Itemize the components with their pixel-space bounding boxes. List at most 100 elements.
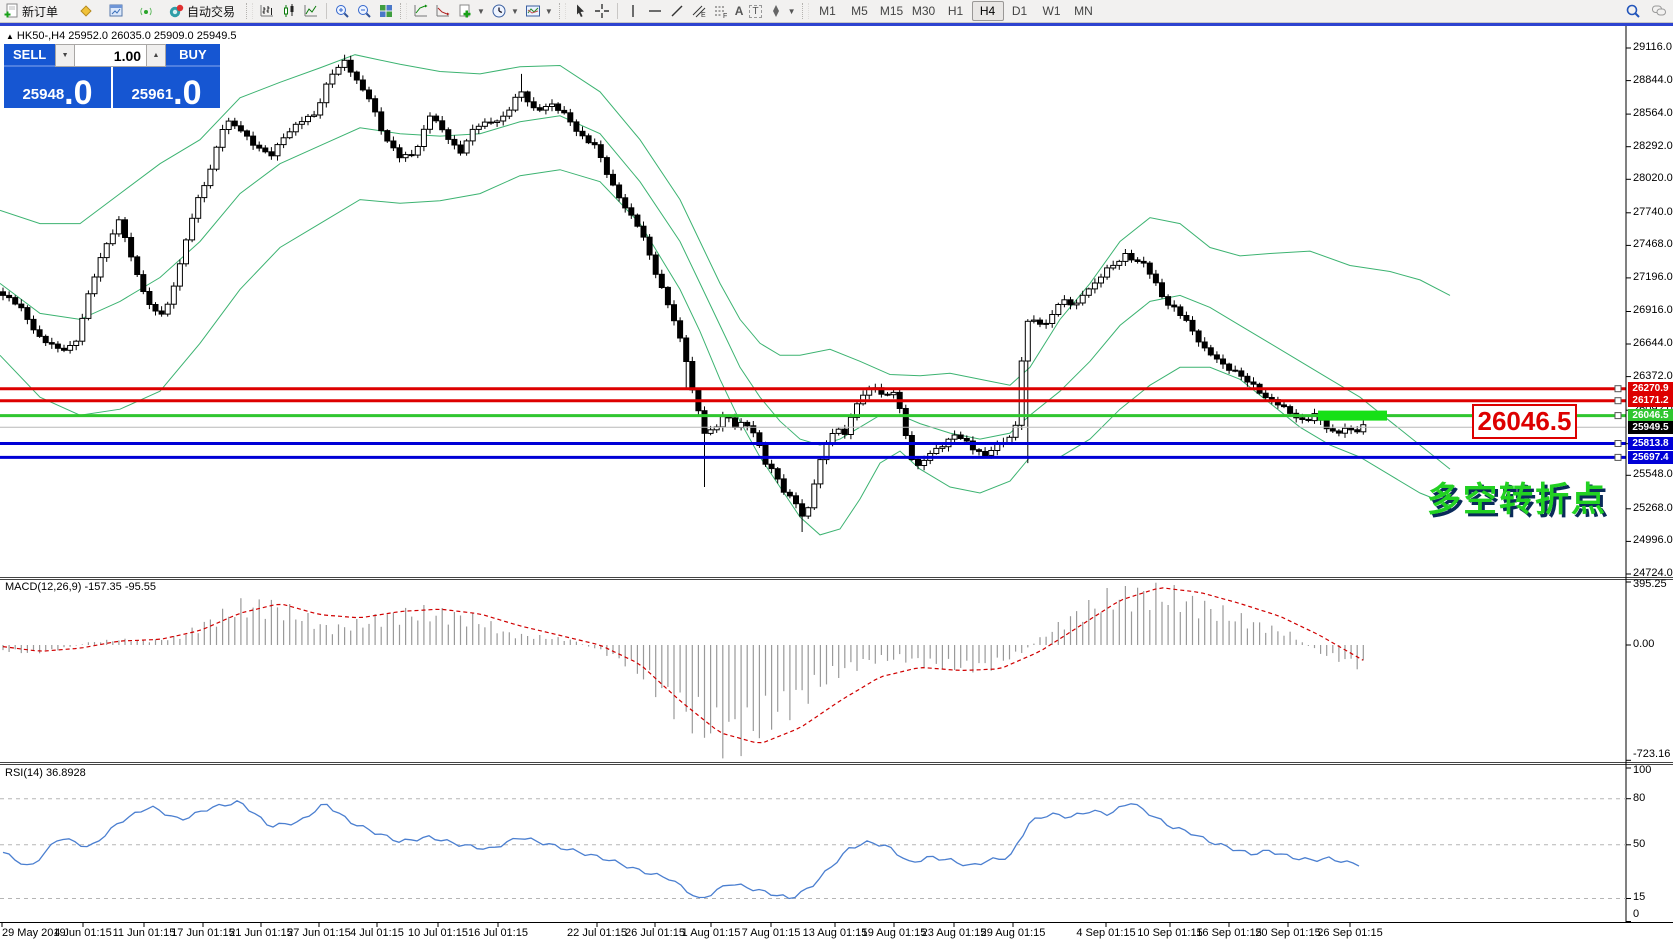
candle-body [61, 347, 67, 351]
time-axis-label: 10 Sep 01:15 [1137, 927, 1203, 939]
collapse-triangle-icon[interactable]: ▲ [6, 32, 14, 41]
candle-body [1360, 424, 1367, 433]
vertical-line-tool-button[interactable] [622, 1, 644, 21]
candle-body [1342, 427, 1348, 434]
add-indicator-button[interactable]: ▼ [454, 1, 488, 21]
one-click-trade-panel: SELL ▼ 1.00 ▲ BUY 25948.0 25961.0 [4, 44, 221, 112]
cursor-tool-button[interactable] [569, 1, 591, 21]
candle-body [433, 115, 440, 122]
candle-body [915, 459, 921, 466]
candle-body [1122, 253, 1129, 262]
price-line-badge: 25949.5 [1628, 420, 1673, 434]
candle-body [536, 107, 543, 111]
indicator-new-button[interactable] [432, 1, 454, 21]
candle-body [634, 214, 641, 227]
autotrade-label: 自动交易 [187, 4, 236, 19]
candle-body [54, 343, 61, 349]
line-chart-mode-button[interactable] [300, 1, 322, 21]
tile-windows-icon [378, 3, 394, 19]
candle-body [719, 416, 726, 428]
period-button[interactable]: ▼ [488, 1, 522, 21]
candle-body [115, 219, 122, 235]
market-watch-button[interactable] [75, 1, 97, 21]
bar-chart-mode-button[interactable] [256, 1, 278, 21]
toolbar-grip [801, 3, 809, 19]
zoom-out-button[interactable] [353, 1, 375, 21]
signal-button[interactable] [135, 1, 157, 21]
candle-body [976, 449, 982, 452]
time-axis-label: 17 Jun 01:15 [171, 927, 235, 939]
chart-window-button[interactable] [105, 1, 127, 21]
indicator-list-button[interactable] [410, 1, 432, 21]
template-button[interactable]: ▼ [522, 1, 556, 21]
candle-body [372, 98, 379, 113]
candle-body [390, 140, 397, 149]
toolbar-grip [246, 3, 254, 19]
buy-price-panel[interactable]: 25961.0 [113, 67, 220, 110]
diamond-icon [78, 3, 94, 19]
tile-windows-button[interactable] [375, 1, 397, 21]
candle-body [183, 239, 189, 265]
autotrade-button[interactable]: 自动交易 [165, 1, 238, 21]
timeframe-h1[interactable]: H1 [947, 4, 964, 18]
candle-body [908, 435, 915, 460]
candle-chart-mode-button[interactable] [278, 1, 300, 21]
price-line-badge: 26046.5 [1628, 409, 1673, 423]
chat-icon[interactable] [1651, 3, 1667, 19]
candle-body [219, 129, 226, 148]
price-annotation-label[interactable]: 26046.5 [1472, 404, 1577, 439]
timeframe-d1[interactable]: D1 [1011, 4, 1028, 18]
trendline-icon [669, 3, 685, 19]
candle-body [366, 89, 372, 100]
line-anchor-marker[interactable] [1614, 440, 1622, 447]
label-tool-button[interactable]: T [746, 1, 764, 21]
line-anchor-marker[interactable] [1614, 412, 1622, 420]
timeframe-w1[interactable]: W1 [1042, 4, 1061, 18]
line-anchor-marker[interactable] [1614, 397, 1622, 405]
volume-increase-button[interactable]: ▲ [146, 44, 166, 67]
candle-body [969, 440, 976, 451]
volume-input[interactable]: 1.00 [75, 44, 147, 67]
timeframe-m5[interactable]: M5 [851, 4, 868, 18]
timeframe-m30[interactable]: M30 [911, 4, 936, 18]
time-axis-label: 10 Jul 01:15 [408, 927, 468, 939]
trendline-tool-button[interactable] [666, 1, 688, 21]
price-axis-label: 25548.0 [1633, 468, 1673, 481]
line-anchor-marker[interactable] [1614, 453, 1622, 461]
shapes-tool-button[interactable]: ▼ [765, 1, 799, 21]
candle-body [1018, 360, 1025, 426]
sell-price-panel[interactable]: 25948.0 [4, 67, 111, 112]
timeframe-m15[interactable]: M15 [879, 4, 904, 18]
text-tool-button[interactable]: A [732, 1, 747, 21]
toolbar-grip [400, 3, 408, 19]
channel-tool-button[interactable]: E [688, 1, 710, 21]
zoom-out-icon [356, 3, 372, 19]
zoom-in-button[interactable] [331, 1, 353, 21]
buy-button[interactable]: BUY [165, 44, 221, 67]
timeframe-h4[interactable]: H4 [971, 1, 1004, 21]
line-anchor-marker[interactable] [1614, 385, 1622, 393]
volume-decrease-button[interactable]: ▼ [55, 44, 75, 67]
timeframe-m1[interactable]: M1 [819, 4, 836, 18]
candle-body [384, 130, 391, 142]
candle-body [341, 59, 348, 68]
new-order-button[interactable]: 新订单 [0, 1, 61, 21]
timeframe-bar: M1 M5 M15 M30 H1 H4 D1 W1 MN [812, 1, 1100, 21]
clock-icon [491, 3, 507, 19]
candle-body [1067, 299, 1074, 306]
candle-body [799, 503, 806, 517]
horizontal-line-tool-button[interactable] [644, 1, 666, 21]
timeframe-mn[interactable]: MN [1074, 4, 1093, 18]
search-icon[interactable] [1625, 3, 1641, 19]
price-line-badge: 26270.9 [1628, 382, 1673, 396]
crosshair-tool-button[interactable] [591, 1, 613, 21]
candle-body [1281, 404, 1287, 408]
turning-point-text[interactable]: 多空转折点 [1427, 481, 1607, 519]
sell-button[interactable]: SELL [4, 44, 56, 67]
candle-body [671, 304, 677, 322]
sell-price-frac: .0 [64, 74, 93, 112]
chart-canvas[interactable] [0, 26, 1673, 945]
fibonacci-tool-button[interactable]: F [710, 1, 732, 21]
highlight-rectangle[interactable] [1318, 410, 1387, 421]
candle-body [18, 303, 25, 309]
